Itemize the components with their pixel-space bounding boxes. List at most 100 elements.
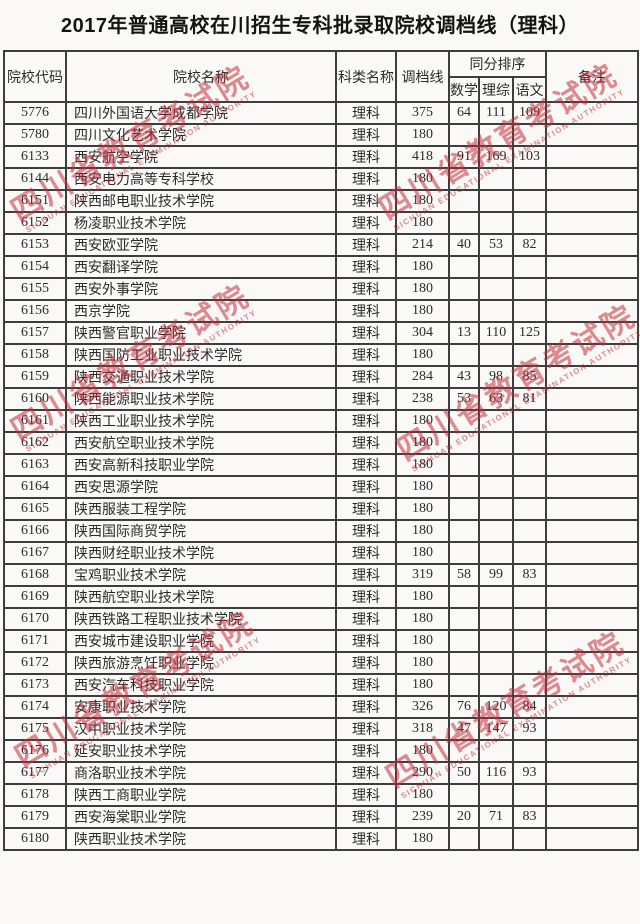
table-row: 6162 西安航空职业技术学院 理科 180 [3,431,640,455]
cell-college-name: 杨凌职业技术学院 [65,211,337,235]
cell-remark [545,695,640,719]
table-row: 6166 陕西国际商贸学院 理科 180 [3,519,640,543]
cell-cutoff-score: 180 [395,827,450,851]
cell-college-name: 宝鸡职业技术学院 [65,563,337,587]
table-row: 6179 西安海棠职业学院 理科 239 20 71 83 [3,805,640,829]
cell-chinese-score [511,343,548,367]
cell-category: 理科 [335,585,397,609]
cell-remark [545,629,640,653]
cell-chinese-score [511,607,548,631]
table-row: 6168 宝鸡职业技术学院 理科 319 58 99 83 [3,563,640,587]
cell-remark [545,365,640,389]
cell-cutoff-score: 214 [395,233,450,257]
cell-college-code: 6168 [3,563,67,587]
cell-category: 理科 [335,145,397,169]
cell-college-code: 6157 [3,321,67,345]
table-row: 6180 陕西职业技术学院 理科 180 [3,827,640,851]
cell-category: 理科 [335,211,397,235]
cell-science-score [478,453,514,477]
cell-college-code: 6159 [3,365,67,389]
cell-math-score [448,123,480,147]
cell-cutoff-score: 180 [395,519,450,543]
cell-chinese-score [511,277,548,301]
cell-cutoff-score: 180 [395,541,450,565]
admission-score-table: 院校代码 院校名称 科类名称 调档线 同分排序 备注 数学 理综 语文 5776… [3,50,640,851]
cell-college-code: 6151 [3,189,67,213]
table-row: 5776 四川外国语大学成都学院 理科 375 64 111 109 [3,101,640,125]
cell-math-score: 64 [448,101,480,125]
cell-science-score: 147 [478,717,514,741]
cell-math-score [448,497,480,521]
cell-college-code: 6170 [3,607,67,631]
cell-college-name: 陕西国防工业职业技术学院 [65,343,337,367]
cell-college-code: 6152 [3,211,67,235]
cell-college-code: 6173 [3,673,67,697]
cell-math-score [448,167,480,191]
cell-category: 理科 [335,189,397,213]
cell-math-score [448,519,480,543]
cell-science-score [478,299,514,323]
cell-cutoff-score: 180 [395,739,450,763]
cell-science-score: 111 [478,101,514,125]
cell-remark [545,717,640,741]
cell-math-score: 76 [448,695,480,719]
cell-remark [545,739,640,763]
cell-remark [545,585,640,609]
cell-chinese-score [511,189,548,213]
cell-remark [545,651,640,675]
cell-chinese-score: 81 [511,387,548,411]
cell-science-score: 71 [478,805,514,829]
cell-math-score: 58 [448,563,480,587]
cell-chinese-score: 82 [511,233,548,257]
header-remark: 备注 [545,50,640,103]
cell-category: 理科 [335,101,397,125]
cell-cutoff-score: 319 [395,563,450,587]
header-category: 科类名称 [335,50,397,103]
cell-chinese-score [511,651,548,675]
cell-remark [545,343,640,367]
cell-college-name: 安康职业技术学院 [65,695,337,719]
cell-remark [545,783,640,807]
cell-college-name: 陕西铁路工程职业技术学院 [65,607,337,631]
table-row: 6154 西安翻译学院 理科 180 [3,255,640,279]
cell-remark [545,673,640,697]
cell-remark [545,827,640,851]
cell-science-score [478,607,514,631]
cell-cutoff-score: 180 [395,585,450,609]
cell-category: 理科 [335,343,397,367]
cell-math-score [448,739,480,763]
cell-category: 理科 [335,761,397,785]
cell-math-score [448,673,480,697]
cell-category: 理科 [335,365,397,389]
cell-cutoff-score: 180 [395,673,450,697]
cell-math-score [448,277,480,301]
cell-chinese-score [511,827,548,851]
cell-college-code: 6171 [3,629,67,653]
cell-remark [545,453,640,477]
cell-college-name: 西安思源学院 [65,475,337,499]
cell-category: 理科 [335,233,397,257]
cell-chinese-score: 125 [511,321,548,345]
cell-cutoff-score: 238 [395,387,450,411]
cell-math-score [448,783,480,807]
cell-college-code: 6180 [3,827,67,851]
cell-science-score [478,189,514,213]
cell-chinese-score [511,453,548,477]
cell-science-score: 99 [478,563,514,587]
cell-category: 理科 [335,453,397,477]
table-row: 6164 西安思源学院 理科 180 [3,475,640,499]
cell-college-code: 6133 [3,145,67,169]
cell-category: 理科 [335,123,397,147]
table-row: 6176 延安职业技术学院 理科 180 [3,739,640,763]
cell-cutoff-score: 180 [395,211,450,235]
cell-category: 理科 [335,431,397,455]
cell-college-code: 6165 [3,497,67,521]
cell-chinese-score [511,409,548,433]
cell-math-score: 91 [448,145,480,169]
cell-remark [545,475,640,499]
table-row: 6158 陕西国防工业职业技术学院 理科 180 [3,343,640,367]
cell-cutoff-score: 284 [395,365,450,389]
cell-college-code: 6176 [3,739,67,763]
cell-college-name: 西京学院 [65,299,337,323]
cell-remark [545,145,640,169]
